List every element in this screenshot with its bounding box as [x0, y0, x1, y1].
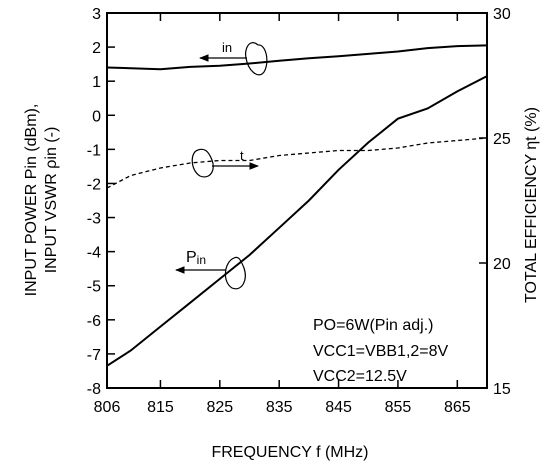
x-axis-title: FREQUENCY f (MHz) [211, 444, 368, 461]
pin-loop [224, 256, 246, 290]
x-tick-label: 825 [206, 399, 233, 416]
condition-vcc1: VCC1=VBB1,2=8V [313, 343, 449, 360]
rho-in-loop [245, 42, 268, 76]
x-tick-label: 806 [94, 399, 121, 416]
series-line-1 [106, 137, 488, 189]
y-right-axis-title: TOTAL EFFICIENCY ηt (%) [523, 107, 540, 303]
y-left-tick-label: 2 [92, 40, 101, 57]
rho-in-label: in [222, 40, 232, 55]
y-left-tick-label: -7 [87, 347, 101, 364]
y-left-tick-label: 3 [92, 6, 101, 23]
y-left-tick-label: 0 [92, 108, 101, 125]
y-right-tick-label: 20 [493, 256, 511, 273]
pin-label-sub: in [197, 253, 206, 267]
y-right-tick-label: 25 [493, 131, 511, 148]
plot-frame [106, 12, 488, 389]
y-left-tick-label: -2 [87, 176, 101, 193]
x-tick-label: 815 [147, 399, 174, 416]
pin-label: Pin [186, 249, 206, 267]
y-right-tick-label: 30 [493, 6, 511, 23]
eta-t-label: t [240, 148, 244, 163]
y-left-tick-label: -6 [87, 313, 101, 330]
y-left-tick-label: 1 [92, 74, 101, 91]
x-tick-label: 835 [266, 399, 293, 416]
pin-label-main: P [186, 249, 197, 266]
condition-po: PO=6W(Pin adj.) [313, 317, 433, 334]
x-tick-label: 845 [325, 399, 352, 416]
y-left-tick-label: -3 [87, 211, 101, 228]
y-left-axis-title-line2: INPUT VSWR ρin (-) [43, 127, 60, 274]
y-left-tick-label: -8 [87, 381, 101, 398]
series-line-2 [106, 75, 488, 367]
y-right-tick-label: 15 [493, 381, 511, 398]
y-left-axis-title-line1: INPUT POWER Pin (dBm), [23, 104, 40, 297]
y-left-tick-label: -1 [87, 142, 101, 159]
y-left-tick-label: -5 [87, 279, 101, 296]
y-left-tick-label: -4 [87, 245, 101, 262]
series-line-0 [106, 44, 488, 71]
condition-vcc2: VCC2=12.5V [313, 368, 407, 385]
eta-t-loop [191, 148, 214, 178]
x-tick-label: 865 [444, 399, 471, 416]
x-tick-label: 855 [385, 399, 412, 416]
